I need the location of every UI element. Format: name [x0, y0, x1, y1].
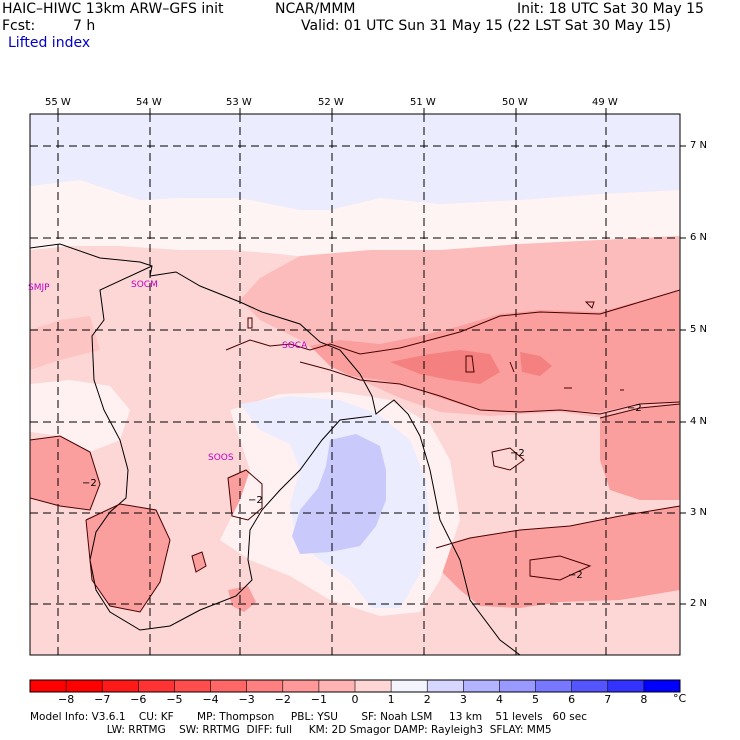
lon-label: 51 W [410, 97, 436, 108]
colorbar-tick-label: −8 [58, 693, 75, 706]
forecast-label: Fcst: [2, 18, 36, 34]
contour-label: −2 [82, 478, 97, 489]
lon-label: 49 W [592, 97, 618, 108]
station-label: SOCM [131, 280, 158, 290]
field-strong-sw [30, 436, 100, 510]
field-strong-sw-5 [192, 552, 206, 572]
colorbar-swatch [355, 680, 392, 692]
field-neutral-west [30, 380, 130, 452]
contour-lines [30, 289, 680, 613]
colorbar-tick-label: 5 [532, 693, 540, 706]
colorbar-swatch [643, 680, 681, 692]
model-title: HAIC–HIWC 13km ARW–GFS init [2, 1, 224, 17]
colorbar-unit: °C [673, 692, 687, 705]
lat-label: 2 N [690, 598, 708, 609]
colorbar-swatch [282, 680, 320, 692]
colorbar-tick-label: −7 [94, 693, 111, 706]
colorbar-tick-label: −4 [202, 693, 219, 706]
lon-label: 55 W [45, 97, 71, 108]
field-strongest-core-2 [520, 352, 552, 376]
colorbar-swatch [30, 680, 67, 692]
field-name: Lifted index [8, 35, 91, 51]
lat-label: 5 N [690, 324, 708, 335]
colorbar-tick-label: −5 [166, 693, 183, 706]
colorbar-tick-label: 3 [459, 693, 467, 706]
colorbar-swatch [391, 680, 428, 692]
contour-label: −2 [248, 495, 263, 506]
colorbar [29, 679, 681, 693]
field-strong-sw-2 [86, 504, 170, 612]
colorbar-tick-label: 7 [604, 693, 612, 706]
field-strong-sw-4 [228, 586, 256, 612]
colorbar-tick-label: 0 [351, 693, 359, 706]
colorbar-tick-label: −3 [238, 693, 255, 706]
colorbar-tick-label: 8 [640, 693, 648, 706]
colorbar-swatch [427, 680, 464, 692]
coastlines-borders [30, 243, 521, 655]
field-positive-core [292, 434, 386, 554]
station-label: SOOS [208, 453, 234, 463]
lat-label: 3 N [690, 507, 708, 518]
field-positive-top [30, 114, 680, 210]
colorbar-tick-label: 4 [495, 693, 503, 706]
model-info-line1: Model Info: V3.6.1 CU: KF MP: Thompson P… [30, 711, 587, 723]
colorbar-swatch [246, 680, 284, 692]
colorbar-swatch [607, 680, 645, 692]
colorbar-tick-label: 6 [568, 693, 576, 706]
colorbar-swatch [174, 680, 212, 692]
lon-label: 50 W [502, 97, 528, 108]
lon-label: 52 W [318, 97, 344, 108]
contour-label: −2 [510, 448, 525, 459]
colorbar-swatch [138, 680, 175, 692]
contour-label: −2 [627, 403, 642, 414]
colorbar-swatch [571, 680, 609, 692]
lon-label: 54 W [136, 97, 162, 108]
field-neutral-band [30, 180, 680, 260]
colorbar-tick-label: −1 [310, 693, 327, 706]
lon-label: 53 W [226, 97, 252, 108]
field-strong-ribbon [310, 290, 680, 412]
colorbar-swatch [463, 680, 500, 692]
model-info-line2: LW: RRTMG SW: RRTMG DIFF: full KM: 2D Sm… [30, 724, 552, 736]
lat-label: 4 N [690, 416, 708, 427]
tick-marks [57, 108, 686, 605]
field-strong-se [436, 506, 680, 608]
init-time: Init: 18 UTC Sat 30 May 15 [517, 1, 704, 17]
valid-time: Valid: 01 UTC Sun 31 May 15 (22 LST Sat … [301, 18, 672, 34]
colorbar-swatch [535, 680, 573, 692]
station-label: SOCA [282, 341, 308, 351]
colorbar-swatch [499, 680, 537, 692]
org-label: NCAR/MMM [275, 1, 356, 17]
graticule [30, 114, 680, 655]
colorbar-tick-label: 1 [387, 693, 395, 706]
plot-frame [29, 113, 681, 656]
lat-label: 6 N [690, 232, 708, 243]
lat-label: 7 N [690, 140, 708, 151]
colorbar-tick-label: −6 [130, 693, 147, 706]
field-moderate-e [600, 404, 680, 500]
colorbar-swatch [210, 680, 248, 692]
contour-label: −2 [568, 570, 583, 581]
colorbar-swatch [66, 680, 103, 692]
colorbar-tick-label: 2 [423, 693, 431, 706]
colorbar-swatch [318, 680, 356, 692]
colorbar-tick-label: −2 [274, 693, 291, 706]
forecast-hour: 7 h [73, 18, 96, 34]
colorbar-swatch [102, 680, 139, 692]
station-label: SMJP [28, 283, 50, 293]
